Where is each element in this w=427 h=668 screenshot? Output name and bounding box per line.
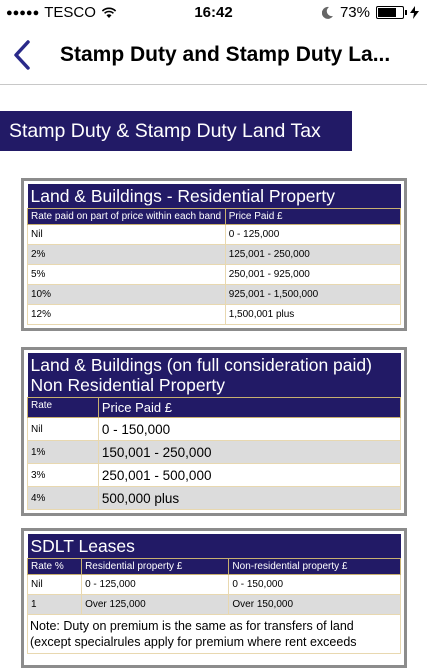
rate-cell: 2%	[27, 244, 226, 265]
table-row: 1% 150,001 - 250,000	[27, 440, 402, 464]
rate-cell: Nil	[26, 574, 83, 595]
carrier-label: TESCO	[44, 4, 96, 21]
battery-icon	[376, 6, 407, 19]
clock: 16:42	[194, 4, 233, 21]
table-row: Nil 0 - 125,000	[27, 224, 402, 245]
rate-cell: 4%	[27, 486, 99, 510]
battery-percent: 73%	[339, 4, 370, 21]
signal-dots-icon: ●●●●●	[6, 6, 40, 19]
residential-table-box: Land & Buildings - Residential Property …	[21, 178, 407, 331]
rate-cell: 5%	[27, 264, 226, 285]
price-cell: 1,500,001 plus	[224, 304, 402, 325]
status-bar: ●●●●● TESCO 16:42 73%	[0, 0, 427, 28]
table-row: 10% 925,001 - 1,500,000	[27, 284, 402, 305]
price-cell: 0 - 150,000	[97, 417, 402, 441]
back-chevron-icon[interactable]	[8, 38, 38, 72]
price-cell: 250,001 - 500,000	[97, 463, 402, 487]
non-residential-col-rate: Rate	[27, 397, 99, 418]
sdlt-leases-table: SDLT Leases Rate % Residential property …	[26, 534, 401, 654]
navigation-bar: Stamp Duty and Stamp Duty La...	[0, 28, 427, 85]
nav-title: Stamp Duty and Stamp Duty La...	[60, 43, 391, 66]
price-cell: 0 - 125,000	[224, 224, 402, 245]
non-residential-table-box: Land & Buildings (on full consideration …	[21, 347, 407, 516]
residential-title: Land & Buildings - Residential Property	[27, 184, 401, 209]
non-residential-title-line1: Land & Buildings (on full consideration …	[30, 355, 372, 375]
rate-cell: 1%	[27, 440, 99, 464]
rate-cell: 1	[26, 594, 83, 615]
non-residential-table: Land & Buildings (on full consideration …	[27, 353, 402, 510]
table-row: 2% 125,001 - 250,000	[27, 244, 402, 265]
residential-col-rate: Rate paid on part of price within each b…	[27, 208, 226, 225]
table-row: 1 Over 125,000 Over 150,000	[26, 594, 401, 615]
non-residential-cell: Over 150,000	[228, 594, 401, 615]
table-row: Nil 0 - 125,000 0 - 150,000	[26, 574, 401, 595]
non-residential-cell: 0 - 150,000	[228, 574, 401, 595]
table-row: 12% 1,500,001 plus	[27, 304, 402, 325]
rate-cell: Nil	[27, 224, 226, 245]
price-cell: 150,001 - 250,000	[97, 440, 402, 464]
table-row: 3% 250,001 - 500,000	[27, 463, 402, 487]
price-cell: 925,001 - 1,500,000	[224, 284, 402, 305]
non-residential-col-price: Price Paid £	[97, 397, 402, 418]
residential-table: Land & Buildings - Residential Property …	[27, 184, 402, 325]
page-heading: Stamp Duty & Stamp Duty Land Tax	[0, 111, 352, 151]
sdlt-note: Note: Duty on premium is the same as for…	[27, 614, 401, 654]
residential-col-price: Price Paid £	[224, 208, 402, 225]
rate-cell: 10%	[27, 284, 226, 305]
price-cell: 250,001 - 925,000	[224, 264, 402, 285]
table-row: 4% 500,000 plus	[27, 486, 402, 510]
sdlt-col-non-residential: Non-residential property £	[228, 558, 401, 575]
non-residential-title: Land & Buildings (on full consideration …	[27, 353, 401, 398]
moon-icon	[321, 6, 333, 19]
residential-cell: 0 - 125,000	[81, 574, 230, 595]
non-residential-title-line2: Non Residential Property	[30, 375, 226, 395]
sdlt-leases-title: SDLT Leases	[27, 534, 401, 559]
rate-cell: 3%	[27, 463, 99, 487]
residential-cell: Over 125,000	[81, 594, 230, 615]
sdlt-leases-box: SDLT Leases Rate % Residential property …	[21, 528, 407, 668]
charging-bolt-icon	[410, 6, 419, 19]
rate-cell: Nil	[27, 417, 99, 441]
table-row: 5% 250,001 - 925,000	[27, 264, 402, 285]
price-cell: 500,000 plus	[97, 486, 402, 510]
sdlt-col-residential: Residential property £	[81, 558, 230, 575]
rate-cell: 12%	[27, 304, 226, 325]
sdlt-col-rate: Rate %	[26, 558, 83, 575]
table-row: Nil 0 - 150,000	[27, 417, 402, 441]
wifi-icon	[101, 7, 117, 18]
price-cell: 125,001 - 250,000	[224, 244, 402, 265]
